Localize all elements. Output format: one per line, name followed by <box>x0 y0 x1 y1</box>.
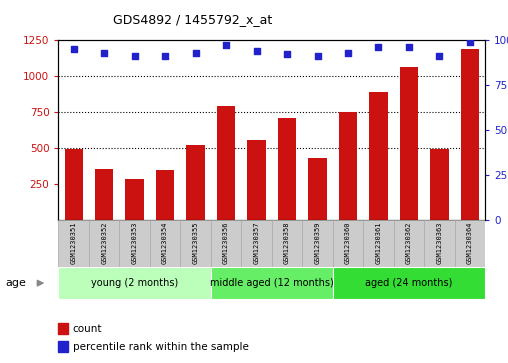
Bar <box>58 220 89 267</box>
Text: age: age <box>5 278 26 288</box>
Bar <box>247 140 266 220</box>
Bar <box>95 168 113 220</box>
Text: GSM1230353: GSM1230353 <box>132 222 138 265</box>
Bar <box>302 220 333 267</box>
Bar <box>400 67 418 220</box>
Bar <box>241 220 272 267</box>
Bar <box>333 220 363 267</box>
Point <box>405 44 413 50</box>
Bar <box>308 158 327 220</box>
Bar <box>125 179 144 220</box>
Text: GSM1230364: GSM1230364 <box>467 222 473 265</box>
Bar <box>65 149 83 220</box>
Bar <box>430 149 449 220</box>
Bar <box>272 220 302 267</box>
Bar <box>339 112 357 220</box>
Bar <box>278 118 296 220</box>
Text: GSM1230361: GSM1230361 <box>375 222 382 265</box>
Bar <box>186 145 205 220</box>
Point <box>100 50 108 56</box>
Text: percentile rank within the sample: percentile rank within the sample <box>73 342 248 352</box>
Point <box>435 53 443 59</box>
Text: GSM1230360: GSM1230360 <box>345 222 351 265</box>
Point <box>70 46 78 52</box>
Point <box>344 50 352 56</box>
Text: GDS4892 / 1455792_x_at: GDS4892 / 1455792_x_at <box>113 13 273 26</box>
Bar <box>424 220 455 267</box>
Point <box>313 53 322 59</box>
Bar <box>394 220 424 267</box>
Text: young (2 months): young (2 months) <box>91 278 178 288</box>
Bar <box>455 220 485 267</box>
Text: count: count <box>73 323 102 334</box>
Text: GSM1230355: GSM1230355 <box>193 222 199 265</box>
Text: GSM1230358: GSM1230358 <box>284 222 290 265</box>
Bar <box>58 267 211 299</box>
Point <box>131 53 139 59</box>
Bar <box>119 220 150 267</box>
Point <box>283 52 291 57</box>
Bar <box>369 92 388 220</box>
Point <box>466 39 474 45</box>
Bar <box>461 49 479 220</box>
Text: GSM1230362: GSM1230362 <box>406 222 412 265</box>
Bar <box>150 220 180 267</box>
Bar <box>156 170 174 220</box>
Point <box>192 50 200 56</box>
Text: GSM1230357: GSM1230357 <box>253 222 260 265</box>
Text: GSM1230359: GSM1230359 <box>314 222 321 265</box>
Text: middle aged (12 months): middle aged (12 months) <box>210 278 334 288</box>
Bar <box>363 220 394 267</box>
Text: GSM1230356: GSM1230356 <box>223 222 229 265</box>
Point <box>374 44 383 50</box>
Bar <box>333 267 485 299</box>
Text: GSM1230352: GSM1230352 <box>101 222 107 265</box>
Text: GSM1230351: GSM1230351 <box>71 222 77 265</box>
Bar <box>211 220 241 267</box>
Bar <box>217 106 235 220</box>
Text: GSM1230363: GSM1230363 <box>436 222 442 265</box>
Bar <box>89 220 119 267</box>
Text: aged (24 months): aged (24 months) <box>365 278 453 288</box>
Point <box>252 48 261 54</box>
Point <box>222 42 230 48</box>
Bar <box>211 267 333 299</box>
Bar <box>180 220 211 267</box>
Point <box>161 53 169 59</box>
Text: GSM1230354: GSM1230354 <box>162 222 168 265</box>
